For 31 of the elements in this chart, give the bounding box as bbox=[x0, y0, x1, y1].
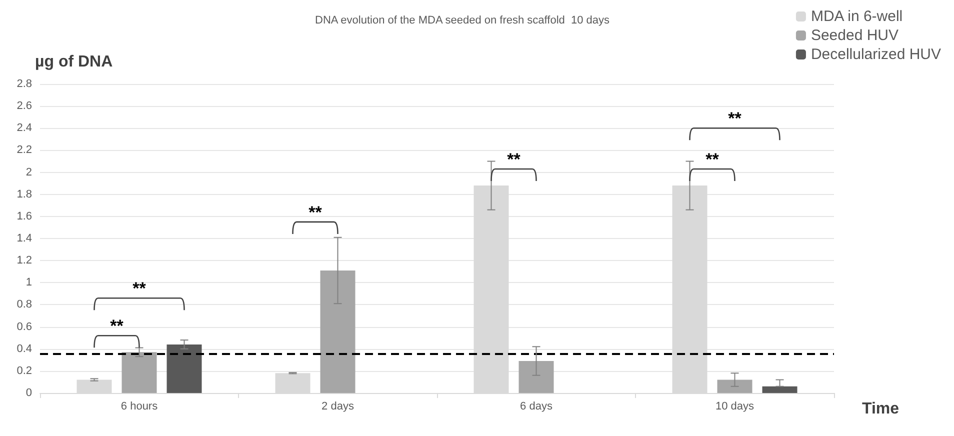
annotation: ** bbox=[507, 150, 521, 169]
legend-label: MDA in 6-well bbox=[810, 8, 903, 25]
x-tick-label: 6 hours bbox=[120, 400, 158, 412]
y-tick-label: 0.8 bbox=[16, 298, 32, 311]
y-tick-label: 0.6 bbox=[16, 320, 32, 333]
y-tick-label: 2.8 bbox=[16, 78, 32, 90]
legend-label: Seeded HUV bbox=[810, 27, 899, 44]
y-tick-label: 0 bbox=[26, 387, 32, 399]
y-tick-label: 2.2 bbox=[16, 144, 32, 156]
y-tick-label: 2.6 bbox=[16, 100, 32, 112]
annotation: ** bbox=[728, 109, 742, 128]
x-tick-label: 2 days bbox=[322, 400, 354, 412]
x-axis-title: Time bbox=[862, 400, 900, 418]
y-tick-label: 1 bbox=[26, 276, 32, 289]
y-tick-label: 1.4 bbox=[16, 232, 32, 244]
y-tick-label: 1.8 bbox=[16, 188, 32, 200]
y-tick-label: 1.6 bbox=[16, 210, 32, 222]
annotation: ** bbox=[706, 150, 720, 169]
y-tick-label: 1.2 bbox=[16, 254, 32, 267]
annotation: ** bbox=[110, 316, 124, 336]
y-tick-label: 0.2 bbox=[16, 364, 32, 377]
x-tick-label: 10 days bbox=[715, 400, 755, 412]
y-tick-label: 2 bbox=[26, 166, 32, 178]
y-tick-label: 0.4 bbox=[16, 342, 32, 355]
x-tick-label: 6 days bbox=[520, 400, 553, 412]
y-axis-title: µg of DNA bbox=[35, 54, 114, 70]
annotation: ** bbox=[132, 279, 146, 298]
chart-title: DNA evolution of the MDA seeded on fresh scaffold 10 days bbox=[315, 14, 610, 26]
annotation: ** bbox=[308, 202, 322, 222]
y-tick-label: 2.4 bbox=[16, 122, 32, 134]
legend-label: Decellularized HUV bbox=[810, 46, 942, 63]
